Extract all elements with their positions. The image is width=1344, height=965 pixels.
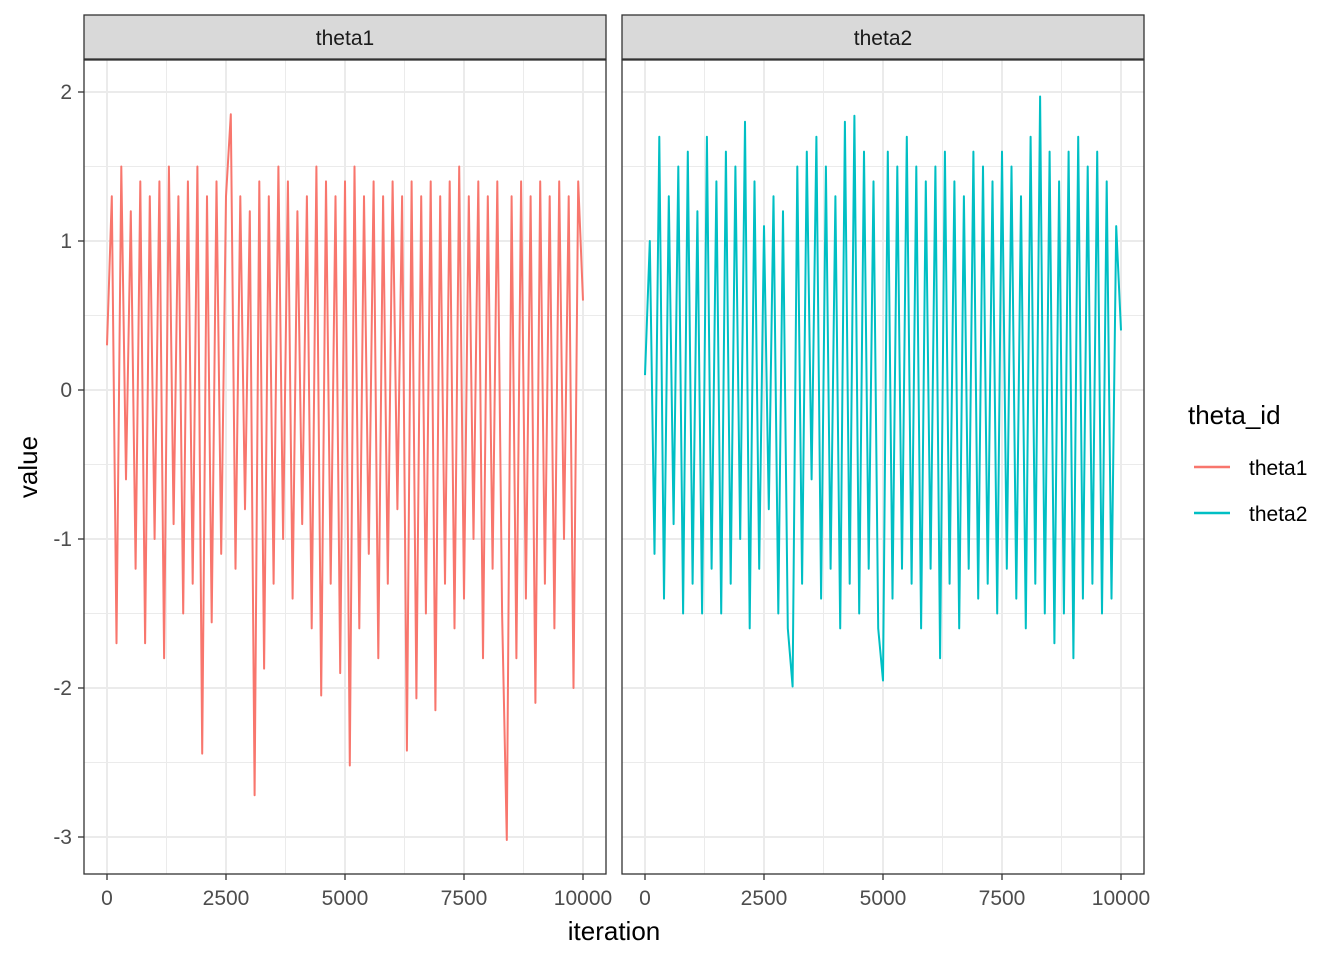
series-line-theta1: [106, 113, 584, 841]
y-tick-label: 1: [60, 230, 72, 253]
y-tick-label: -1: [53, 528, 72, 551]
facet-strip-label: theta2: [854, 27, 912, 50]
legend-title: theta_id: [1188, 400, 1281, 430]
facet-strip: [621, 14, 1145, 60]
facet-panel-theta2: theta2 0 2500 5000 7500 10000: [621, 14, 1150, 910]
facet-strip: [83, 14, 607, 60]
y-axis-label: value: [13, 436, 43, 498]
y-tick-label: 2: [60, 81, 72, 104]
x-tick-label: 7500: [979, 887, 1026, 910]
x-tick-label: 5000: [860, 887, 907, 910]
x-tick-label: 2500: [741, 887, 788, 910]
x-tick-label: 5000: [322, 887, 369, 910]
legend: theta_id theta1 theta2: [1188, 400, 1307, 526]
x-tick-label: 7500: [441, 887, 488, 910]
x-tick-label: 0: [101, 887, 113, 910]
facet-strip-label: theta1: [316, 27, 374, 50]
x-tick-label: 10000: [554, 887, 612, 910]
series-line-theta2: [644, 95, 1122, 688]
x-tick-label: 10000: [1092, 887, 1150, 910]
facet-panel-theta1: theta1 0 2500 5000 7500 10000 -3 -2 -1 0 1 2: [53, 14, 612, 910]
x-tick-label: 0: [639, 887, 651, 910]
legend-label-theta2: theta2: [1249, 503, 1307, 526]
legend-label-theta1: theta1: [1249, 457, 1307, 480]
x-tick-label: 2500: [203, 887, 250, 910]
y-tick-label: 0: [60, 379, 72, 402]
x-axis-label: iteration: [568, 916, 661, 946]
y-tick-label: -3: [53, 826, 72, 849]
y-tick-label: -2: [53, 677, 72, 700]
